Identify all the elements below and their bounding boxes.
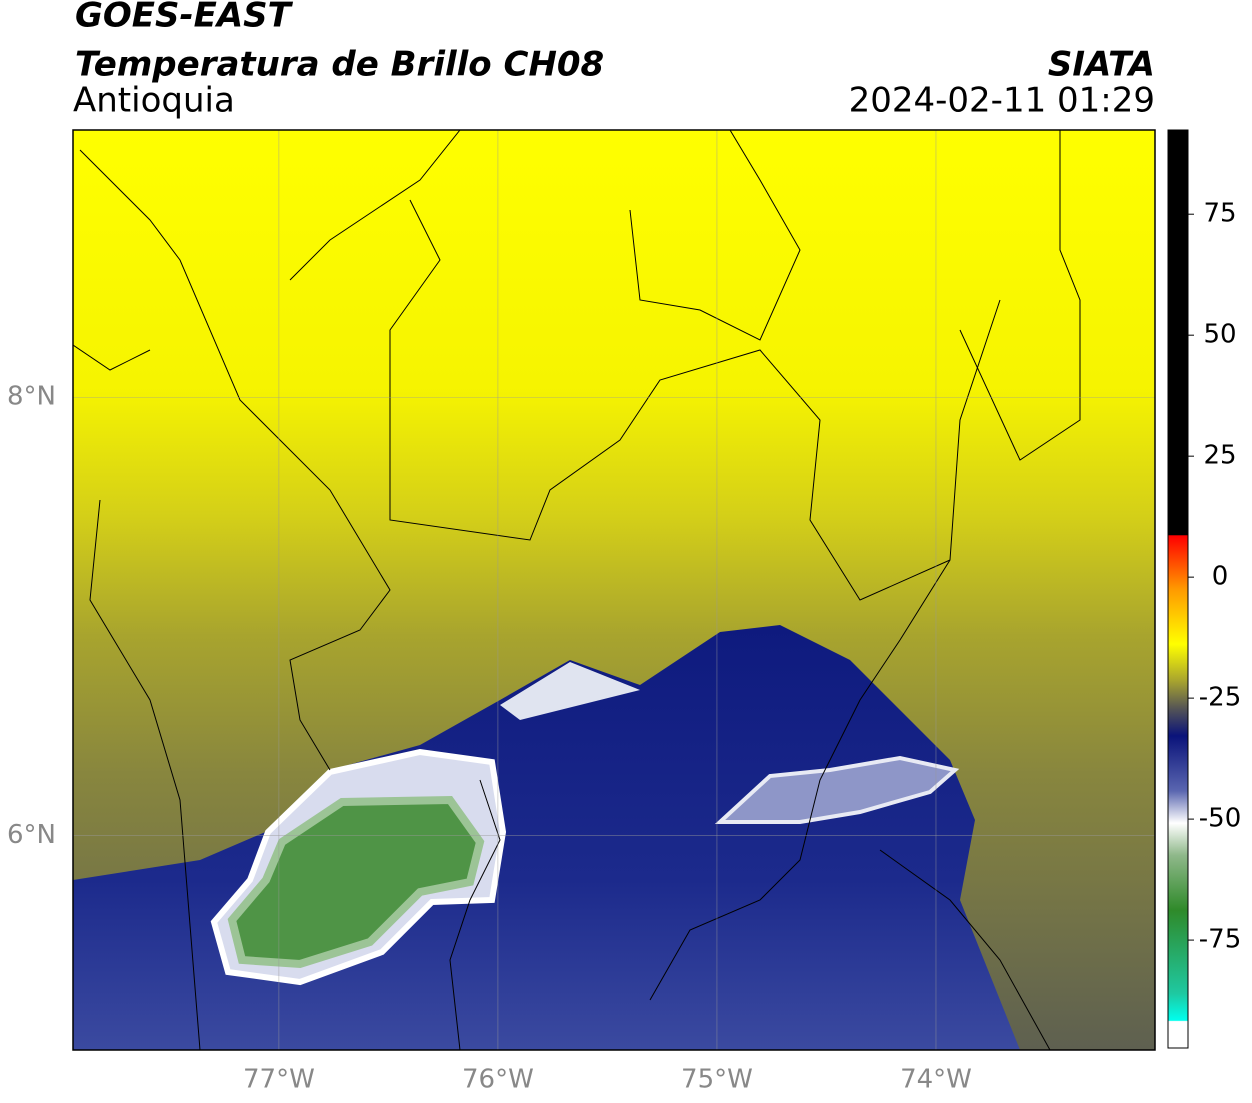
colorbar-tick-label: -75 [1199, 925, 1241, 955]
colorbar [1167, 129, 1189, 1049]
map-image [73, 130, 1155, 1050]
colorbar-tick-label: 25 [1203, 441, 1236, 471]
lon-tick-label: 74°W [900, 1065, 972, 1095]
lon-tick-label: 75°W [681, 1065, 753, 1095]
lon-tick-label: 77°W [243, 1065, 315, 1095]
region: Antioquia [73, 81, 235, 121]
colorbar-tick-label: 0 [1212, 562, 1229, 592]
timestamp: 2024-02-11 01:29 [849, 81, 1155, 121]
lon-tick-label: 76°W [462, 1065, 534, 1095]
colorbar-tick-label: 50 [1203, 320, 1236, 350]
cloud-halo [714, 755, 960, 824]
subtitle: Temperatura de Brillo CH08 [75, 45, 604, 85]
lat-tick-label: 6°N [7, 820, 56, 850]
colorbar-tick-label: -50 [1199, 804, 1241, 834]
title: GOES-EAST [75, 0, 294, 36]
cloud-halo [500, 662, 640, 720]
colorbar-ticks: 75 50 25 0 -25 -50 -75 [1188, 199, 1241, 955]
borders [73, 130, 1081, 1050]
colorbar-tick-label: -25 [1199, 683, 1241, 713]
cloud-core [227, 795, 485, 969]
map-frame [72, 129, 1156, 1051]
source: SIATA [1048, 45, 1155, 85]
graticule: 77°W 76°W 75°W 74°W 8°N 6°N [7, 130, 1155, 1095]
lat-tick-label: 8°N [7, 382, 56, 412]
colorbar-tick-label: 75 [1203, 199, 1236, 229]
